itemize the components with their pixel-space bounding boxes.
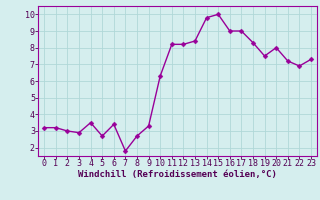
X-axis label: Windchill (Refroidissement éolien,°C): Windchill (Refroidissement éolien,°C) — [78, 170, 277, 179]
